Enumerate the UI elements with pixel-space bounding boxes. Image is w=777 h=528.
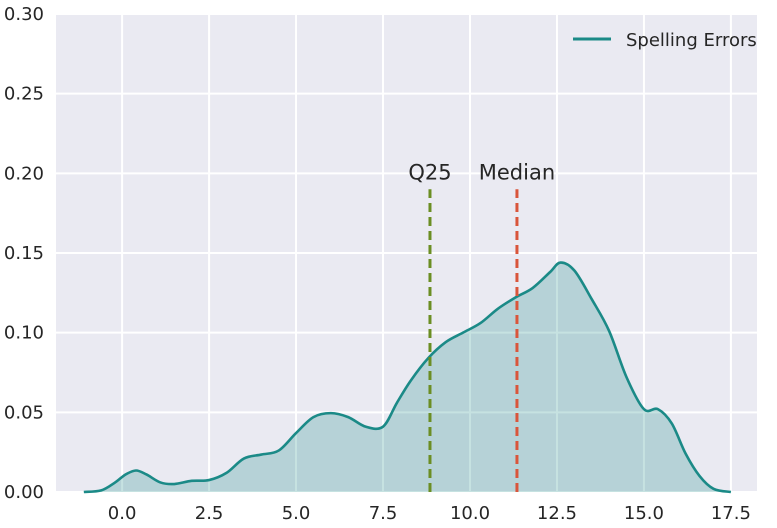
y-tick-label: 0.00: [4, 482, 44, 503]
density-series: [83, 261, 732, 494]
x-tick-label: 5.0: [282, 503, 311, 524]
y-tick-label: 0.10: [4, 323, 44, 344]
x-tick-label: 2.5: [195, 503, 224, 524]
x-tick-label: 7.5: [369, 503, 398, 524]
x-tick-label: 10.0: [450, 503, 490, 524]
y-tick-label: 0.05: [4, 402, 44, 423]
quantile-lines: Q25 Median: [408, 160, 555, 492]
x-tick-label: 0.0: [108, 503, 137, 524]
y-tick-label: 0.20: [4, 163, 44, 184]
density-fill: [83, 262, 731, 492]
y-tick-label: 0.30: [4, 4, 44, 25]
x-axis-ticks: 0.0 2.5 5.0 7.5 10.0 12.5 15.0 17.5: [108, 503, 751, 524]
y-axis-ticks: 0.00 0.05 0.10 0.15 0.20 0.25 0.30: [4, 4, 44, 503]
x-tick-label: 17.5: [711, 503, 751, 524]
legend-label: Spelling Errors: [626, 30, 757, 51]
grid-lines: [56, 13, 757, 493]
legend: Spelling Errors: [573, 30, 757, 51]
x-tick-label: 12.5: [537, 503, 577, 524]
y-tick-label: 0.15: [4, 243, 44, 264]
x-tick-label: 15.0: [624, 503, 664, 524]
median-label: Median: [479, 160, 555, 184]
y-tick-label: 0.25: [4, 84, 44, 105]
q25-label: Q25: [408, 160, 451, 184]
density-line: [83, 261, 732, 494]
